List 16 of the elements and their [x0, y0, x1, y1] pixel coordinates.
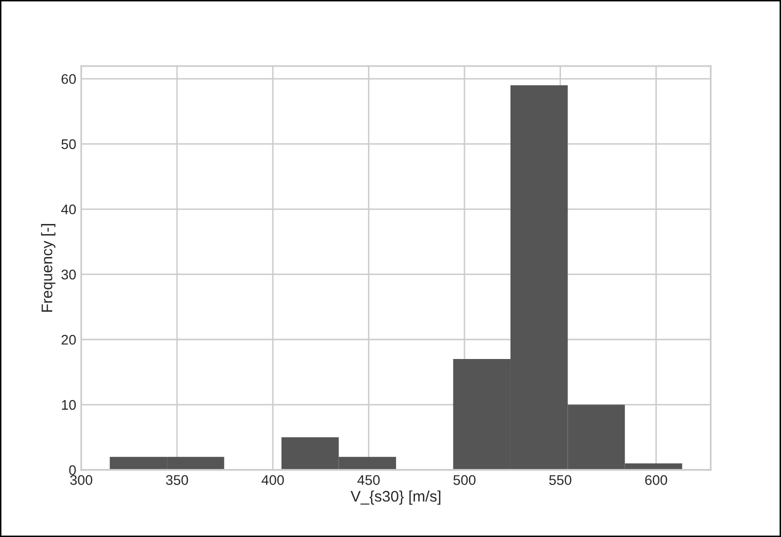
x-tick-label: 450	[357, 475, 380, 485]
y-tick-label: 10	[62, 400, 76, 410]
x-tick-label: 400	[262, 475, 284, 485]
y-tick-label: 20	[62, 334, 76, 345]
x-tick-label: 350	[166, 475, 188, 485]
y-tick-label: 40	[61, 204, 76, 214]
x-tick-label: 500	[453, 475, 476, 485]
y-tick-label: 60	[62, 74, 76, 84]
x-axis-title: V_{s30} [m/s]	[350, 490, 440, 505]
x-tick-label: 300	[70, 475, 92, 485]
y-axis-title: Frequency [-]	[41, 224, 56, 312]
x-tick-label: 600	[645, 475, 668, 485]
y-tick-label: 50	[61, 139, 76, 150]
x-tick-label: 550	[549, 475, 572, 485]
y-tick-label: 0	[69, 465, 76, 476]
y-tick-label: 30	[61, 270, 76, 280]
